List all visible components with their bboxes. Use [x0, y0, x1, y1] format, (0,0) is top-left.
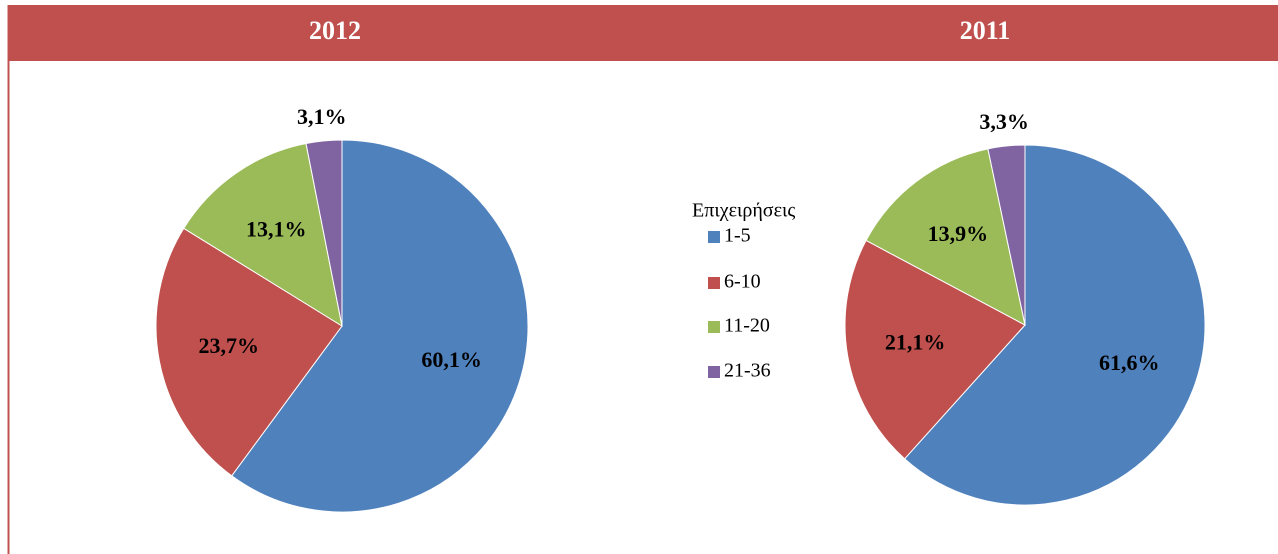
data-label: 61,6% [1099, 350, 1160, 375]
pie-slice [865, 148, 1026, 326]
data-label: 3,3% [979, 109, 1029, 134]
data-label: 3,1% [297, 104, 347, 129]
pie-slice [183, 142, 343, 328]
data-label: 23,7% [199, 333, 260, 358]
data-label: 21,1% [885, 329, 946, 354]
pie-slice [305, 139, 343, 327]
chart-title: 2012 [309, 16, 361, 45]
legend-swatch [708, 366, 720, 378]
pie-slice [987, 144, 1026, 326]
pie-slice [231, 139, 529, 513]
legend-label: 11-20 [724, 315, 770, 337]
legend-swatch [708, 277, 720, 289]
legend-title: Επιχειρήσεις [692, 200, 795, 222]
legend-label: 1-5 [724, 225, 751, 247]
data-label: 60,1% [421, 347, 482, 372]
header-bar [8, 5, 1278, 61]
pie-slice [903, 144, 1206, 506]
chart-title: 2011 [960, 16, 1011, 45]
legend-label: 21-36 [724, 360, 771, 382]
legend-swatch [708, 321, 720, 333]
data-label: 13,1% [246, 216, 307, 241]
data-label: 13,9% [928, 221, 989, 246]
pie-slice [155, 227, 343, 477]
legend-label: 6-10 [724, 271, 761, 293]
pie-slice [844, 239, 1026, 460]
legend-swatch [708, 231, 720, 243]
